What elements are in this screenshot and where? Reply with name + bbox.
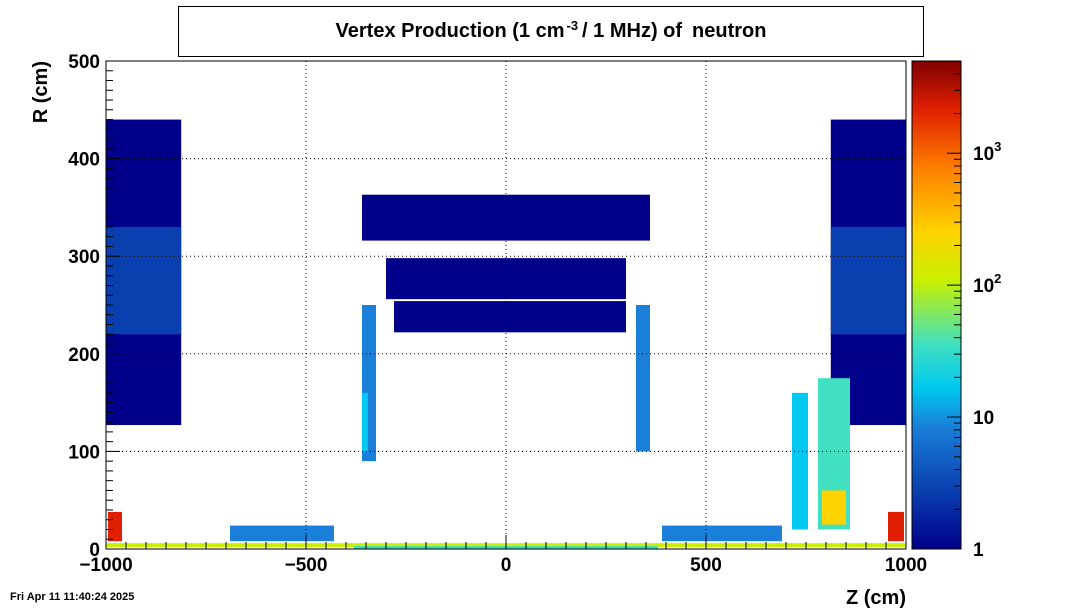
- x-tick-label: 0: [501, 555, 512, 576]
- colorbar: [911, 60, 962, 550]
- y-tick-label: 200: [68, 345, 100, 366]
- colorbar-label: 103: [973, 139, 1001, 165]
- title-middle: / 1 MHz) of: [582, 20, 683, 42]
- heatmap-region: [636, 305, 650, 452]
- colorbar-label: 1: [973, 540, 984, 561]
- heatmap-region: [230, 525, 334, 542]
- heatmap-region: [362, 392, 368, 452]
- grid-lines: [106, 61, 906, 549]
- x-tick-label: 500: [690, 555, 722, 576]
- heatmap-regions: [106, 119, 906, 549]
- heatmap-region: [792, 392, 808, 530]
- colorbar-ticks: 1 10 102 103: [947, 60, 1001, 561]
- timestamp: Fri Apr 11 11:40:24 2025: [10, 591, 135, 603]
- y-axis-label: R (cm): [30, 61, 52, 123]
- y-tick-label: 100: [68, 442, 100, 463]
- heatmap-region: [888, 511, 904, 542]
- axis-ticks: [105, 60, 907, 550]
- colorbar-label: 10: [973, 408, 994, 429]
- chart-title: Vertex Production (1 cm -3 / 1 MHz) of n…: [178, 6, 924, 57]
- y-tick-label: 300: [68, 247, 100, 268]
- y-tick-label: 400: [68, 150, 100, 171]
- title-particle: neutron: [692, 20, 767, 42]
- x-tick-label: 1000: [885, 555, 927, 576]
- title-exponent: -3: [566, 18, 579, 33]
- x-axis-label: Z (cm): [846, 587, 906, 609]
- x-tick-label: −1000: [79, 555, 132, 576]
- colorbar-label: 102: [973, 271, 1001, 297]
- x-tick-label: −500: [285, 555, 328, 576]
- heatmap-region: [394, 301, 626, 333]
- heatmap-region: [386, 258, 626, 300]
- heatmap-region: [822, 490, 846, 525]
- heatmap-region: [106, 226, 182, 335]
- heatmap-region: [830, 226, 906, 335]
- y-tick-label: 0: [89, 540, 100, 561]
- title-prefix: Vertex Production (1 cm: [335, 20, 565, 42]
- tick-labels: −1000 −500 0 500 1000 0 100 200 300 400 500: [68, 52, 927, 576]
- heatmap-region: [108, 511, 122, 542]
- y-tick-label: 500: [68, 52, 100, 73]
- heatmap-region: [662, 525, 782, 542]
